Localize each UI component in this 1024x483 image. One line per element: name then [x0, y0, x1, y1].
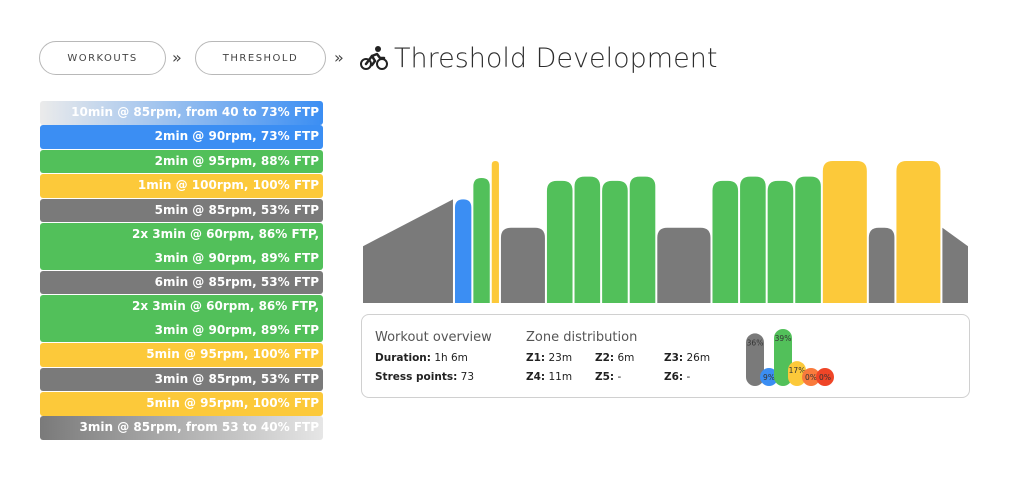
graph-interval-bar: [473, 178, 490, 303]
zone-value: 26m: [686, 352, 711, 364]
workout-overview-panel: Workout overview Duration: 1h 6m Stress …: [361, 314, 970, 398]
duration-value: 1h 6m: [434, 352, 468, 364]
graph-interval-bar: [574, 176, 601, 303]
zone-bar-label: 39%: [775, 334, 792, 343]
cyclist-icon: [360, 46, 388, 70]
workout-step[interactable]: 2x 3min @ 60rpm, 86% FTP, 3min @ 90rpm, 8…: [40, 223, 323, 270]
stress-row: Stress points: 73: [375, 371, 474, 383]
graph-interval-bar: [491, 161, 499, 303]
workout-step-text: 5min @ 95rpm, 100% FTP: [146, 396, 319, 410]
zone-z5: Z5: -: [595, 371, 621, 383]
graph-interval-bar: [795, 176, 821, 303]
graph-interval-bar: [454, 199, 472, 303]
zone-bar-label: 17%: [789, 366, 806, 375]
zone-value: 6m: [617, 352, 635, 364]
stress-label: Stress points:: [375, 371, 458, 383]
workout-step[interactable]: 2min @ 90rpm, 73% FTP: [40, 125, 323, 149]
duration-label: Duration:: [375, 352, 431, 364]
workout-step-text: 10min @ 85rpm, from 40 to 73% FTP: [71, 105, 319, 119]
zone-bar-z1: [746, 333, 764, 386]
zone-value: 11m: [548, 371, 573, 383]
zone-value: -: [686, 371, 691, 383]
workout-step-text: 3min @ 90rpm, 89% FTP: [154, 322, 319, 337]
zone-bar-z3: [774, 329, 792, 386]
zone-distribution-title: Zone distribution: [526, 330, 638, 345]
overview-title: Workout overview: [375, 330, 492, 345]
workout-step[interactable]: 5min @ 85rpm, 53% FTP: [40, 198, 323, 223]
zone-bar-z2: [760, 368, 778, 386]
zone-z3: Z3: 26m: [664, 352, 710, 364]
graph-interval-bar: [629, 176, 656, 303]
workout-step[interactable]: 2min @ 95rpm, 88% FTP: [40, 149, 323, 174]
zone-bar-z5: [802, 368, 820, 386]
zone-value: -: [617, 371, 622, 383]
page-title: Threshold Development: [394, 42, 718, 74]
graph-interval-bar: [546, 180, 573, 303]
graph-interval-bar: [500, 227, 545, 303]
breadcrumb-workouts[interactable]: WORKOUTS: [39, 41, 166, 75]
graph-interval-bar: [740, 176, 766, 303]
breadcrumb-threshold[interactable]: THRESHOLD: [195, 41, 326, 75]
graph-interval-bar: [657, 227, 711, 303]
workout-step[interactable]: 2x 3min @ 60rpm, 86% FTP, 3min @ 90rpm, 8…: [40, 295, 323, 343]
workout-step[interactable]: 5min @ 95rpm, 100% FTP: [40, 392, 323, 416]
breadcrumb-separator: »: [334, 48, 344, 67]
workout-step-text: 2min @ 90rpm, 73% FTP: [154, 129, 319, 144]
zone-label: Z6:: [664, 371, 684, 383]
workout-step-text: 2x 3min @ 60rpm, 86% FTP,: [131, 299, 319, 314]
workout-step[interactable]: 1min @ 100rpm, 100% FTP: [40, 174, 323, 198]
workout-step-text: 5min @ 95rpm, 100% FTP: [146, 347, 319, 362]
workout-step-text: 1min @ 100rpm, 100% FTP: [137, 178, 319, 193]
zone-bar-label: 0%: [819, 373, 831, 382]
zone-value: 23m: [548, 352, 573, 364]
zone-z6: Z6: -: [664, 371, 690, 383]
workout-step-text: 2x 3min @ 60rpm, 86% FTP,: [131, 227, 319, 241]
graph-ramp-segment: [363, 199, 453, 303]
zone-bar-label: 9%: [763, 373, 775, 382]
graph-interval-bar: [712, 180, 739, 303]
duration-row: Duration: 1h 6m: [375, 352, 468, 364]
graph-ramp-segment: [942, 227, 968, 303]
workout-step-text: 3min @ 85rpm, from 53 to 40% FTP: [79, 420, 320, 435]
zone-label: Z4:: [526, 371, 546, 383]
graph-interval-bar: [602, 180, 628, 303]
graph-interval-bar: [767, 180, 794, 303]
zone-label: Z3:: [664, 352, 684, 364]
workout-step-text: 3min @ 85rpm, 53% FTP: [154, 371, 319, 386]
zone-bar-z4: [788, 361, 806, 386]
workout-step[interactable]: 6min @ 85rpm, 53% FTP: [40, 270, 323, 295]
workout-step[interactable]: 3min @ 85rpm, from 53 to 40% FTP: [40, 416, 323, 440]
zone-bar-z6: [816, 368, 834, 386]
zone-label: Z1:: [526, 352, 546, 364]
workout-step-text: 6min @ 85rpm, 53% FTP: [154, 274, 319, 289]
zone-z2: Z2: 6m: [595, 352, 634, 364]
zone-bar-label: 0%: [805, 373, 817, 382]
workout-step-text: 2min @ 95rpm, 88% FTP: [154, 153, 319, 168]
zone-label: Z2:: [595, 352, 615, 364]
zone-bar-label: 36%: [747, 338, 764, 347]
zone-z1: Z1: 23m: [526, 352, 572, 364]
graph-interval-bar: [868, 227, 895, 303]
graph-interval-bar: [822, 161, 867, 303]
graph-interval-bar: [896, 161, 941, 303]
page-header: Threshold Development: [352, 36, 717, 80]
breadcrumb-separator: »: [172, 48, 182, 67]
workout-step[interactable]: 3min @ 85rpm, 53% FTP: [40, 367, 323, 392]
workout-step[interactable]: 10min @ 85rpm, from 40 to 73% FTP: [40, 101, 323, 125]
workout-step[interactable]: 5min @ 95rpm, 100% FTP: [40, 343, 323, 367]
zone-distribution-chart: 36%9%39%17%0% 0%: [746, 329, 834, 386]
stress-value: 73: [460, 371, 475, 383]
workout-step-text: 3min @ 90rpm, 89% FTP: [154, 250, 319, 265]
zone-label: Z5:: [595, 371, 615, 383]
zone-z4: Z4: 11m: [526, 371, 572, 383]
workout-step-text: 5min @ 85rpm, 53% FTP: [154, 202, 319, 217]
